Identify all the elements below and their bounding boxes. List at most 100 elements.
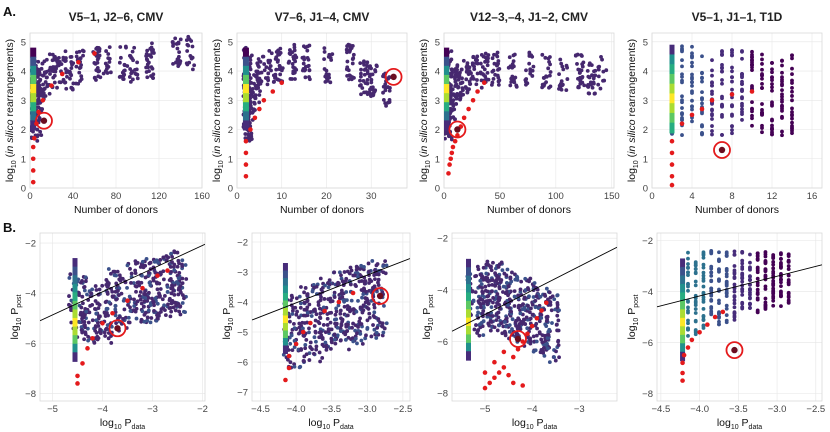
density-point [155,301,160,306]
density-point [345,65,350,70]
density-point [249,132,253,136]
density-point [372,327,377,332]
density-point [359,67,363,72]
density-point [374,63,379,68]
density-point [372,315,377,320]
density-point [686,288,690,293]
density-stripe [72,292,78,302]
density-point [478,278,483,283]
density-point [97,53,102,58]
density-point [166,302,170,307]
density-point [175,250,180,255]
density-point [790,56,794,61]
density-point [169,309,174,314]
y-tick-label: −8 [437,389,448,400]
x-tick-label: −4 [527,404,538,415]
density-point [52,80,57,85]
density-point [294,296,299,301]
density-point [354,309,359,314]
density-point [292,321,296,326]
density-point [290,308,295,313]
density-point [589,82,594,87]
density-point [786,273,791,278]
density-point [79,77,84,81]
density-point [259,70,264,75]
density-point [680,98,684,103]
outlier-point [155,273,160,278]
y-tick-label: 2 [21,125,26,136]
density-stripe [72,309,78,320]
density-point [333,341,338,346]
density-point [710,83,714,88]
density-point [94,288,99,292]
density-point [321,323,326,327]
density-point [264,65,269,70]
density-point [149,74,153,78]
density-point [192,63,197,68]
density-stripe [669,103,675,114]
density-point [176,40,181,45]
density-point [174,303,178,308]
density-point [359,263,364,268]
y-tick-label: 1 [21,154,26,165]
density-point [67,294,71,298]
density-point [540,340,545,345]
density-point [359,92,363,97]
y-tick-label: 0 [643,184,648,195]
density-point [506,303,510,307]
density-stripe [30,102,37,113]
density-point [86,334,91,339]
density-point [313,329,318,334]
density-point [131,308,136,313]
density-point [362,264,366,269]
density-point [328,346,333,351]
density-point [350,325,354,330]
density-point [755,251,760,256]
density-point [717,279,721,283]
density-point [323,79,328,84]
density-point [318,359,323,364]
density-point [348,265,353,270]
density-point [730,75,734,80]
density-point [338,308,343,313]
density-point [471,54,476,59]
density-point [288,48,292,52]
density-point [146,270,151,275]
outlier-point [669,174,675,179]
density-point [114,297,119,302]
density-point [67,276,72,280]
density-point [559,79,564,84]
density-point [700,101,704,106]
density-point [552,355,556,360]
density-stripe [444,102,450,113]
density-stripe [72,318,78,328]
density-point [740,261,745,266]
density-point [491,296,496,300]
density-point [553,358,558,363]
density-stripe [30,65,37,76]
density-point [71,81,76,86]
density-point [486,56,490,61]
density-point [532,281,537,285]
density-point [518,311,523,316]
density-point [246,136,251,141]
density-point [185,49,190,53]
density-point [324,68,329,73]
density-point [86,338,90,343]
density-point [709,279,714,284]
density-point [472,327,477,332]
density-point [786,259,791,264]
density-point [340,317,345,322]
density-point [507,329,512,334]
density-point [686,298,690,303]
density-point [363,300,368,305]
density-point [748,292,752,297]
density-point [301,333,306,338]
density-point [484,262,489,267]
density-point [717,257,721,262]
density-point [97,49,102,53]
density-point [509,309,514,314]
density-point [779,264,783,269]
density-point [257,100,262,105]
density-point [717,269,721,274]
